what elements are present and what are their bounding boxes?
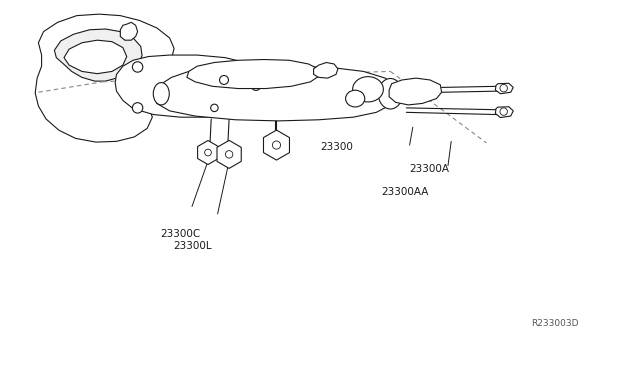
Circle shape: [273, 141, 280, 149]
Text: 23300L: 23300L: [173, 241, 211, 250]
Polygon shape: [217, 140, 241, 169]
Circle shape: [500, 108, 508, 115]
Text: 23300A: 23300A: [410, 164, 449, 174]
Circle shape: [225, 151, 233, 158]
Text: 23300: 23300: [320, 142, 353, 152]
Circle shape: [202, 146, 214, 159]
Polygon shape: [155, 66, 397, 121]
Polygon shape: [35, 14, 174, 142]
Ellipse shape: [154, 83, 170, 105]
Circle shape: [500, 84, 508, 92]
Circle shape: [132, 103, 143, 113]
Circle shape: [132, 62, 143, 72]
Circle shape: [251, 81, 261, 90]
Polygon shape: [389, 78, 442, 105]
Circle shape: [221, 147, 237, 162]
Polygon shape: [264, 130, 289, 160]
Circle shape: [220, 76, 228, 84]
Circle shape: [211, 104, 218, 112]
Circle shape: [205, 149, 211, 156]
Text: 23300C: 23300C: [160, 230, 200, 239]
Polygon shape: [198, 141, 218, 164]
Text: R233003D: R233003D: [531, 319, 579, 328]
Polygon shape: [120, 22, 138, 40]
Polygon shape: [495, 83, 513, 94]
Ellipse shape: [353, 77, 383, 102]
Circle shape: [268, 137, 285, 153]
Polygon shape: [187, 60, 319, 89]
Polygon shape: [115, 55, 274, 117]
Ellipse shape: [346, 90, 365, 107]
Ellipse shape: [378, 78, 403, 109]
Text: 23300AA: 23300AA: [381, 187, 428, 196]
Polygon shape: [54, 29, 142, 81]
Polygon shape: [495, 107, 513, 118]
Polygon shape: [314, 62, 338, 78]
Polygon shape: [64, 40, 127, 74]
